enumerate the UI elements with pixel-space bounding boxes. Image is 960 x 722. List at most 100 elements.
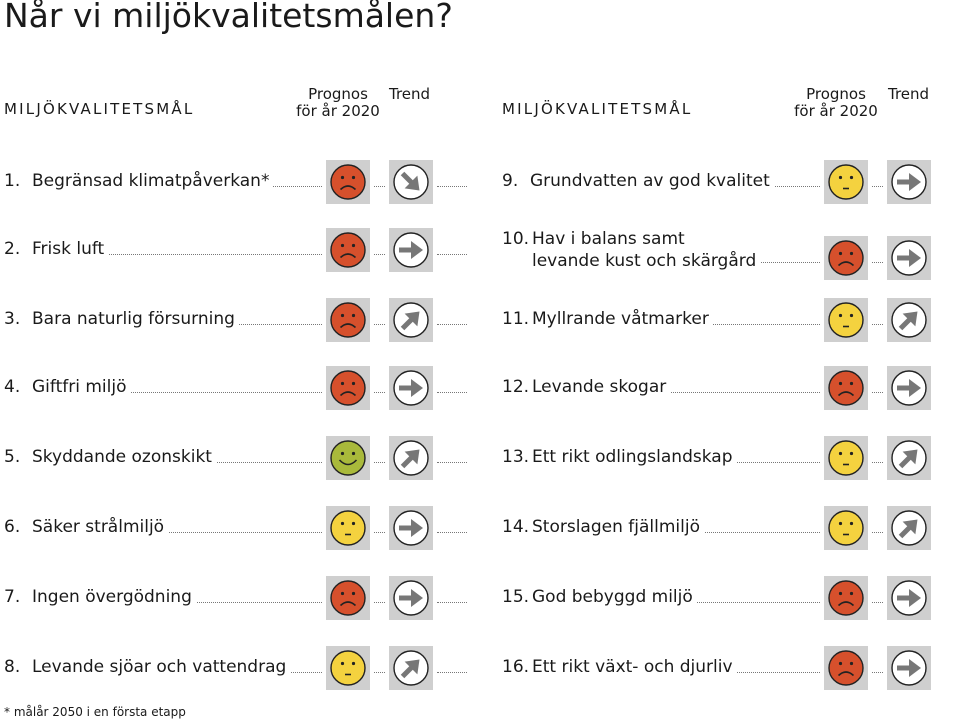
trend-arrow-right-icon [389,576,433,620]
prognosis-yellow-face-icon [824,436,868,480]
dot-leader [437,462,467,463]
dot-leader [374,532,385,533]
goal-row: 1. Begränsad klimatpåverkan* [4,160,467,204]
prognosis-yellow-face-icon [326,646,370,690]
trend-arrow-up-icon [887,506,931,550]
prognosis-yellow-face-icon [824,298,868,342]
prognosis-red-face-icon [326,298,370,342]
dot-leader [437,602,467,603]
goal-row: 12. Levande skogar [502,366,933,410]
goal-label: 3. Bara naturlig försurning [4,308,239,330]
goal-number: 6. [4,517,21,537]
goal-number: 1. [4,171,21,191]
goal-row: 4. Giftfri miljö [4,366,467,410]
dot-leader [374,324,385,325]
dot-leader [872,392,883,393]
goal-number: 15. [502,587,530,607]
goal-label: 7. Ingen övergödning [4,586,196,608]
goal-name: Giftfri miljö [32,377,127,397]
prognosis-yellow-face-icon [824,160,868,204]
trend-arrow-up-icon [389,298,433,342]
prognosis-header-line1: Prognos [308,85,368,103]
trend-arrow-right-icon [887,236,931,280]
trend-arrow-right-icon [887,576,931,620]
dot-leader [64,532,322,533]
goal-label: 4. Giftfri miljö [4,376,131,398]
dot-leader [64,254,322,255]
goal-label: 8. Levande sjöar och vattendrag [4,656,291,678]
goal-row: 10. Hav i balans samt levande kust och skä… [502,228,933,280]
footnote: * målår 2050 i en första etapp [4,705,186,719]
goal-number: 5. [4,447,21,467]
goal-number: 2. [4,239,21,259]
prognosis-yellow-face-icon [824,506,868,550]
goal-row: 15. God bebyggd miljö [502,576,933,620]
goal-label: 13. Ett rikt odlingslandskap [502,446,737,468]
goal-row: 2. Frisk luft [4,228,467,272]
trend-arrow-up-icon [389,646,433,690]
goal-label: 12. Levande skogar [502,376,671,398]
goal-label: 11. Myllrande våtmarker [502,308,713,330]
goal-label: 15. God bebyggd miljö [502,586,697,608]
prognosis-header-line2: för år 2020 [296,102,380,120]
prognosis-green-face-icon [326,436,370,480]
goal-name: Ett rikt odlingslandskap [532,447,733,467]
dot-leader [872,672,883,673]
goal-number: 14. [502,517,530,537]
goal-row: 6. Säker strålmiljö [4,506,467,550]
trend-arrow-up-icon [389,436,433,480]
goal-number: 7. [4,587,21,607]
dot-leader [374,186,385,187]
dot-leader [562,392,820,393]
goal-name: Ett rikt växt- och djurliv [532,657,733,677]
trend-column-header-left: Trend [389,85,431,103]
dot-leader [374,672,385,673]
goal-column-header-left: MILJÖKVALITETSMÅL [4,100,195,118]
trend-arrow-right-icon [389,228,433,272]
dot-leader [872,462,883,463]
prognosis-red-face-icon [824,236,868,280]
dot-leader [437,254,467,255]
prognosis-red-face-icon [326,576,370,620]
goal-label: 10. Hav i balans samt levande kust och skä… [502,228,761,272]
goal-number: 3. [4,309,21,329]
goal-number: 8. [4,657,21,677]
trend-arrow-up-icon [887,436,931,480]
dot-leader [374,254,385,255]
dot-leader [437,672,467,673]
prognosis-red-face-icon [326,228,370,272]
trend-arrow-down-icon [389,160,433,204]
dot-leader [374,462,385,463]
goal-name: Säker strålmiljö [32,517,165,537]
goal-number: 13. [502,447,530,467]
goal-row: 7. Ingen övergödning [4,576,467,620]
goal-number: 4. [4,377,21,397]
goal-name: Storslagen fjällmiljö [532,517,700,537]
goal-label: 5. Skyddande ozonskikt [4,446,216,468]
goal-number: 12. [502,377,530,397]
goal-row: 11. Myllrande våtmarker [502,298,933,342]
dot-leader [872,186,883,187]
goal-name: Frisk luft [32,239,105,259]
dot-leader [374,602,385,603]
goal-number: 16. [502,657,530,677]
goal-label: 9. Grundvatten av god kvalitet [502,170,774,192]
goal-name-line2: levande kust och skärgård [532,251,757,271]
dot-leader [374,392,385,393]
trend-arrow-up-icon [887,298,931,342]
prognosis-header-line2: för år 2020 [794,102,878,120]
goal-row: 13. Ett rikt odlingslandskap [502,436,933,480]
dot-leader [872,532,883,533]
goal-name: God bebyggd miljö [532,587,693,607]
dot-leader [437,392,467,393]
goal-row: 8. Levande sjöar och vattendrag [4,646,467,690]
goal-number: 9. [502,171,519,191]
goal-number: 11. [502,309,530,329]
goal-name: Levande sjöar och vattendrag [32,657,287,677]
goal-number: 10. [502,229,530,249]
goal-label: 14. Storslagen fjällmiljö [502,516,704,538]
dot-leader [872,262,883,263]
goal-label: 16. Ett rikt växt- och djurliv [502,656,737,678]
trend-arrow-right-icon [389,506,433,550]
goal-name: Skyddande ozonskikt [32,447,212,467]
